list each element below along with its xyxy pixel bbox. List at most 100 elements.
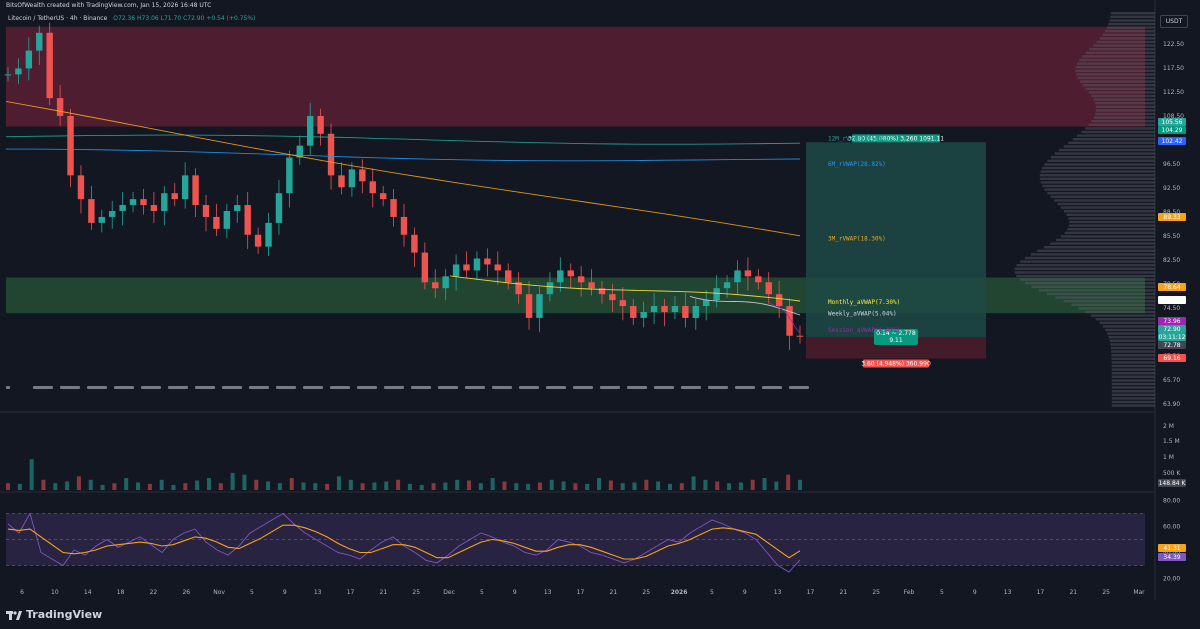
volume-profile-bar	[1069, 220, 1155, 224]
volume-profile-bar	[1111, 382, 1155, 386]
volume-bar	[467, 480, 472, 490]
candle-body	[546, 282, 554, 295]
volume-profile-bar	[1057, 202, 1155, 206]
volume-profile-bar	[1109, 339, 1155, 342]
time-tick-label: 21	[610, 589, 618, 596]
volume-last-tag	[1158, 479, 1186, 487]
volume-profile-bar	[1093, 44, 1155, 47]
volume-profile-bar	[1105, 30, 1155, 33]
volume-profile-bar	[1030, 253, 1155, 256]
volume-bar	[537, 482, 542, 490]
volume-profile-bar	[1110, 12, 1155, 15]
candle-body	[577, 276, 585, 283]
volume-bar	[396, 479, 401, 490]
volume-profile-bar	[1067, 228, 1155, 231]
candle-body	[4, 74, 12, 76]
dashed-level-segment	[519, 386, 539, 389]
volume-bar	[407, 483, 412, 490]
candle-body	[557, 270, 564, 283]
volume-bar	[313, 483, 318, 490]
candle-body	[567, 270, 574, 277]
currency-button[interactable]: USDT	[1160, 15, 1188, 28]
volume-bar	[301, 482, 306, 490]
dashed-level-segment	[222, 386, 242, 389]
dashed-level-segment	[681, 386, 701, 389]
time-tick-label: 25	[872, 589, 880, 596]
volume-bar	[679, 483, 684, 490]
candle-body	[88, 199, 95, 223]
volume-bar	[762, 478, 767, 490]
volume-bar	[585, 483, 590, 490]
volume-profile-bar	[1016, 274, 1155, 278]
price-tag-label: 89.33	[1163, 214, 1180, 221]
volume-bar	[100, 484, 105, 490]
volume-profile-bar	[1016, 264, 1155, 267]
time-tick-label: Dec	[443, 589, 455, 596]
volume-bar	[171, 484, 176, 490]
dashed-level-segment	[357, 386, 377, 389]
candle-body	[775, 294, 783, 307]
price-tag	[1158, 341, 1186, 349]
rsi-last-label: 41.31	[1163, 545, 1180, 552]
volume-bar	[774, 481, 779, 490]
volume-profile-bar	[1050, 156, 1155, 159]
volume-profile-bar	[1095, 102, 1155, 105]
candle-body	[734, 270, 741, 283]
volume-bar	[230, 472, 235, 490]
volume-profile-bar	[1093, 116, 1155, 119]
chart-canvas[interactable]: 32.80 (45.080%) 3,260 1091.11 0.14 ~ 2.77…	[0, 0, 1200, 600]
dashed-level-segment	[141, 386, 161, 389]
dashed-level-segment	[654, 386, 674, 389]
candle-body	[588, 282, 595, 289]
price-tag	[1158, 325, 1186, 333]
dashed-level-segment	[789, 386, 809, 389]
dashed-level-segment	[276, 386, 296, 389]
volume-profile-bar	[1111, 357, 1155, 360]
volume-profile-bar	[1050, 242, 1155, 245]
volume-bar	[490, 478, 495, 490]
dashed-level-segment	[303, 386, 323, 389]
chart-attribution-bar: BitsOfWealth created with TradingView.co…	[0, 0, 1200, 10]
attribution-text: BitsOfWealth created with TradingView.co…	[6, 2, 212, 9]
time-tick-label: 17	[347, 589, 355, 596]
volume-bar	[206, 478, 211, 490]
price-tag	[1158, 283, 1186, 291]
dashed-level-segment	[627, 386, 647, 389]
volume-bar	[254, 479, 259, 490]
volume-bar	[124, 478, 129, 490]
vwap-label: 6M_rVWAP(28.82%)	[828, 161, 886, 168]
volume-profile-bar	[1077, 134, 1155, 137]
dashed-level-segment	[33, 386, 53, 389]
rsi-last-label: 34.39	[1163, 554, 1180, 561]
tradingview-brand[interactable]: TradingView	[6, 608, 102, 621]
candle-body	[244, 205, 251, 235]
dashed-level-segment	[87, 386, 107, 389]
candle-body	[671, 306, 679, 312]
volume-bar	[195, 480, 200, 490]
volume-tick-label: 1.5 M	[1163, 438, 1180, 445]
volume-profile-bar	[1077, 62, 1155, 65]
volume-profile-bar	[1107, 332, 1155, 335]
dashed-level-segment	[195, 386, 215, 389]
volume-bar	[597, 478, 602, 490]
price-tag	[1158, 354, 1186, 362]
price-tick-label: 74.50	[1163, 305, 1180, 312]
candle-body	[150, 205, 158, 211]
vwap-label: Session_aVWAP(1.42%)	[828, 327, 900, 334]
volume-bar	[727, 483, 732, 490]
volume-profile-bar	[1040, 170, 1155, 173]
volume-profile-bar	[1060, 206, 1155, 209]
rsi-series-line	[7, 524, 801, 560]
candle-body	[338, 175, 345, 188]
price-tag	[1158, 137, 1186, 145]
candle-body	[786, 306, 793, 336]
volume-bar	[159, 479, 164, 490]
symbol-name[interactable]: Litecoin / TetherUS · 4h · Binance	[8, 15, 108, 22]
price-tag-label: 72.78	[1163, 342, 1180, 349]
volume-profile-bar	[1043, 246, 1155, 249]
volume-profile-bar	[1079, 80, 1155, 83]
price-tag-label: 78.64	[1163, 284, 1180, 291]
volume-bar	[514, 483, 519, 490]
vwap-label: Monthly_aVWAP(7.30%)	[828, 299, 900, 306]
volume-profile-bar	[1111, 400, 1155, 404]
